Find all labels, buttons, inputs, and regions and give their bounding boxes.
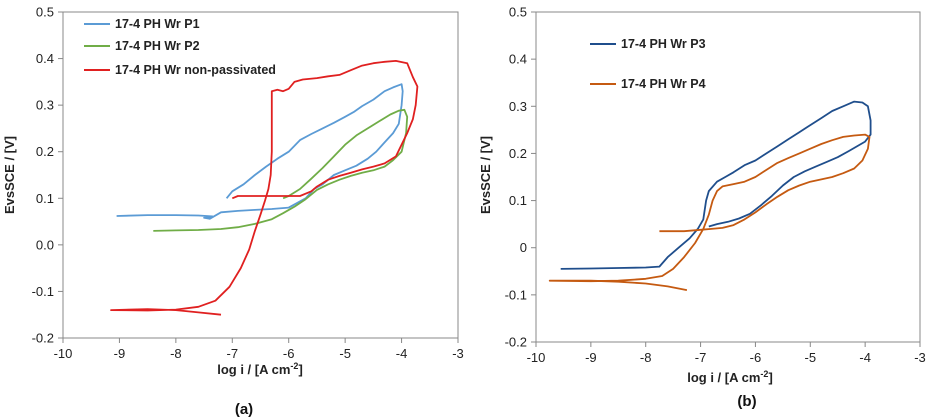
x-tick-label: -7: [695, 350, 707, 365]
series-line-17-4-ph-wr-p2: [153, 108, 409, 232]
y-axis-title-b: EvsSCE / [V]: [478, 136, 493, 214]
legend-label-p4: 17-4 PH Wr P4: [621, 77, 706, 91]
y-tick-label: 0.3: [509, 99, 527, 114]
x-tick-label: -6: [750, 350, 762, 365]
x-tick-label: -3: [452, 346, 464, 361]
x-tick-label: -5: [339, 346, 351, 361]
x-tick-label: -9: [585, 350, 597, 365]
x-tick-label: -4: [859, 350, 871, 365]
plot-area-b: [535, 11, 921, 343]
y-tick-label: 0.4: [509, 52, 527, 67]
x-tick-label: -9: [114, 346, 126, 361]
y-tick-label: 0.0: [36, 237, 54, 252]
legend-label-p2: 17-4 PH Wr P2: [115, 39, 200, 53]
y-tick-label: 0.5: [509, 5, 527, 20]
y-tick-label: 0.1: [509, 193, 527, 208]
panel-label-b: (b): [737, 393, 756, 410]
series-line-17-4-ph-wr-p4: [548, 133, 871, 291]
x-tick-label: -7: [227, 346, 239, 361]
series-layer-a: [110, 60, 419, 316]
x-tick-label: -10: [54, 346, 73, 361]
y-tick-label: 0.2: [509, 146, 527, 161]
x-axis-title-a: log i / [A cm-2]: [217, 361, 303, 377]
x-tick-label: -10: [527, 350, 546, 365]
x-axis-b: -10 -9 -8 -7 -6 -5 -4 -3: [527, 342, 926, 365]
y-tick-label: -0.1: [32, 284, 54, 299]
y-tick-label: 0.5: [36, 5, 54, 20]
x-axis-a: -10 -9 -8 -7 -6 -5 -4 -3: [54, 338, 464, 361]
x-tick-label: -8: [640, 350, 652, 365]
y-tick-label: -0.2: [32, 331, 54, 346]
x-tick-label: -5: [805, 350, 817, 365]
y-tick-label: -0.2: [505, 335, 527, 350]
chart-panel-b: -10 -9 -8 -7 -6 -5 -4 -3 -0.2 -0.1 0 0.1 0.2 0.3 0.4 0…: [478, 5, 926, 411]
y-axis-b: -0.2 -0.1 0 0.1 0.2 0.3 0.4 0.5: [505, 5, 536, 350]
legend-label-p1: 17-4 PH Wr P1: [115, 17, 200, 31]
plot-area-a: [62, 11, 459, 339]
series-line-17-4-ph-wr-p1: [116, 83, 404, 220]
series-layer-b: [548, 100, 872, 291]
x-axis-title-b: log i / [A cm-2]: [687, 369, 773, 385]
y-axis-title-a: EvsSCE / [V]: [2, 136, 17, 214]
x-tick-label: -3: [914, 350, 926, 365]
y-tick-label: -0.1: [505, 287, 527, 302]
chart-panel-a: -10 -9 -8 -7 -6 -5 -4 -3 -0.2 -0.1 0.0 0.1 0.2 0.3 0.…: [2, 5, 464, 419]
legend-a: 17-4 PH Wr P1 17-4 PH Wr P2 17-4 PH Wr n…: [84, 17, 276, 77]
y-tick-label: 0.3: [36, 98, 54, 113]
panel-label-a: (a): [235, 401, 253, 418]
x-tick-label: -4: [396, 346, 408, 361]
y-tick-label: 0.4: [36, 51, 54, 66]
x-tick-label: -8: [170, 346, 182, 361]
y-tick-label: 0: [520, 240, 527, 255]
y-tick-label: 0.2: [36, 144, 54, 159]
y-tick-label: 0.1: [36, 191, 54, 206]
y-axis-a: -0.2 -0.1 0.0 0.1 0.2 0.3 0.4 0.5: [32, 5, 63, 346]
series-line-17-4-ph-wr-p3: [560, 100, 872, 270]
series-line-17-4-ph-wr-non-passivated: [110, 60, 419, 316]
legend-label-p3: 17-4 PH Wr P3: [621, 37, 706, 51]
legend-label-non-passivated: 17-4 PH Wr non-passivated: [115, 63, 276, 77]
legend-b: 17-4 PH Wr P3 17-4 PH Wr P4: [590, 37, 706, 91]
x-tick-label: -6: [283, 346, 295, 361]
